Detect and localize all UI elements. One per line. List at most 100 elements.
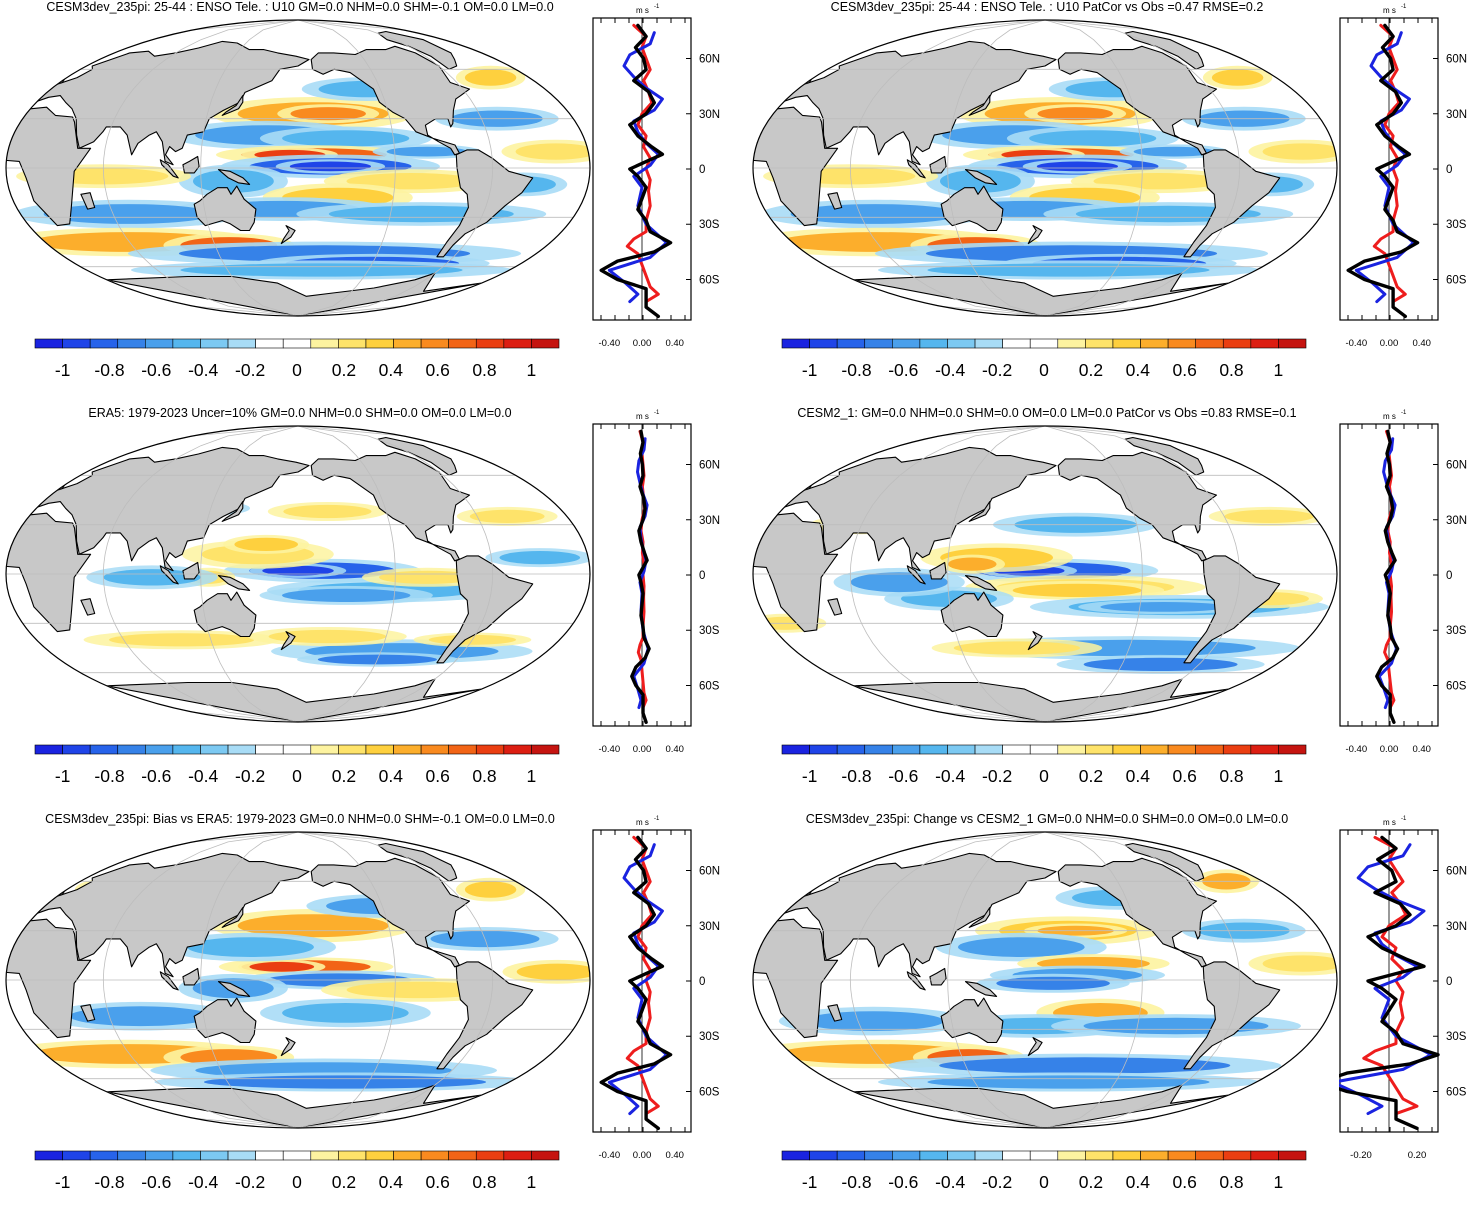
- zonal-line-black: [1375, 429, 1400, 724]
- colorbar-swatch: [892, 1150, 921, 1161]
- colorbar-swatch: [145, 1150, 174, 1161]
- latitude-tick-label: 60S: [699, 1086, 720, 1098]
- zonal-x-tick-label: 0.20: [1408, 1150, 1427, 1161]
- colorbar-swatch: [864, 338, 893, 349]
- anomaly-core: [803, 1011, 944, 1031]
- land-borneo: [182, 155, 200, 174]
- colorbar-swatch: [1278, 744, 1307, 755]
- latitude-tick-label: 60N: [699, 460, 720, 472]
- world-map: [5, 425, 591, 723]
- unit-label: m s: [1383, 6, 1396, 15]
- latitude-tick-label: 30S: [1446, 625, 1467, 637]
- latitude-tick-label: 0: [1446, 976, 1452, 988]
- land-sumatra: [906, 971, 926, 991]
- colorbar-swatch: [864, 1150, 893, 1161]
- land-borneo: [182, 967, 200, 986]
- colorbar-swatch: [503, 744, 532, 755]
- anomaly-core: [282, 588, 411, 602]
- zonal-x-tick-label: 0.00: [633, 338, 652, 349]
- colorbar-swatch: [1167, 1150, 1196, 1161]
- meridian-line: [1044, 832, 1241, 1128]
- unit-exponent: -1: [1401, 816, 1407, 822]
- colorbar-swatch: [62, 744, 91, 755]
- land-eurasia: [761, 40, 1057, 166]
- zonal-mean-plot: m s -1 60N 30N 0 30S 60S -0.40 0.00 0.40: [1339, 4, 1467, 349]
- colorbar-swatch: [365, 744, 394, 755]
- colorbar-tick-label: -0.8: [94, 1172, 124, 1192]
- zonal-line-blue: [1339, 843, 1433, 1116]
- land-nz: [280, 1037, 296, 1057]
- anomaly-core: [289, 161, 371, 172]
- land-sumatra: [906, 159, 926, 179]
- map-border: [752, 425, 1338, 723]
- colorbar-swatch: [781, 1150, 810, 1161]
- land-samerica: [1183, 555, 1281, 664]
- colorbar-swatch: [974, 1150, 1003, 1161]
- zonal-mean-plot: m s -1 60N 30N 0 30S 60S -0.40 0.00 0.40: [592, 4, 720, 349]
- land-japan: [221, 95, 244, 116]
- anomaly-core: [262, 565, 334, 576]
- colorbar-tick-label: -0.6: [888, 766, 918, 786]
- colorbar-swatch: [200, 338, 229, 349]
- latitude-tick-label: 60N: [1446, 866, 1467, 878]
- land-australia: [940, 591, 1004, 638]
- anomaly-core: [464, 881, 517, 898]
- land-madagascar: [80, 1004, 96, 1022]
- land-samerica: [436, 961, 534, 1070]
- colorbar-swatch: [864, 744, 893, 755]
- colorbar-tick-label: -0.8: [841, 766, 871, 786]
- anomaly-core: [346, 981, 493, 999]
- land-antarctica: [853, 678, 1230, 722]
- colorbar-tick-label: -1: [802, 766, 818, 786]
- panel-title: CESM3dev_235pi: Bias vs ERA5: 1979-2023 …: [45, 812, 555, 826]
- colorbar-swatch: [89, 744, 119, 755]
- land-australia: [193, 591, 257, 638]
- map-border: [752, 831, 1338, 1129]
- anomaly-core: [1029, 130, 1157, 147]
- map-panel: CESM3dev_235pi: 25-44 : ENSO Tele. : U10…: [747, 0, 1483, 395]
- colorbar-tick-label: 0.6: [1173, 1172, 1197, 1192]
- land-eurasia: [14, 446, 310, 572]
- zonal-x-tick-label: -0.40: [598, 744, 620, 755]
- land-samerica: [1183, 149, 1281, 258]
- colorbar-tick-label: -1: [802, 360, 818, 380]
- colorbar-tick-label: -0.6: [141, 1172, 171, 1192]
- colorbar-tick-label: 0.8: [1219, 1172, 1243, 1192]
- land-samerica: [436, 149, 534, 258]
- colorbar-tick-label: -0.2: [982, 360, 1012, 380]
- anomaly-core: [187, 937, 314, 957]
- latitude-tick-label: 30N: [1446, 109, 1467, 121]
- colorbar-tick-label: 0.6: [426, 1172, 450, 1192]
- anomaly-core: [268, 629, 387, 644]
- land-newguinea: [964, 169, 998, 185]
- latitude-tick-label: 60S: [1446, 1086, 1467, 1098]
- colorbar-tick-label: 0.4: [379, 1172, 404, 1192]
- meridian-line: [1044, 426, 1241, 722]
- latitude-tick-label: 30N: [699, 921, 720, 933]
- map-panel: CESM3dev_235pi: 25-44 : ENSO Tele. : U10…: [0, 0, 741, 395]
- unit-exponent: -1: [654, 816, 660, 822]
- colorbar-swatch: [89, 1150, 119, 1161]
- zonal-x-tick-label: -0.40: [598, 338, 620, 349]
- zonal-line-black: [1339, 835, 1440, 1130]
- meridian-line: [1044, 20, 1241, 316]
- land-madagascar: [827, 1004, 843, 1022]
- unit-exponent: -1: [654, 410, 660, 416]
- colorbar-swatch: [809, 338, 838, 349]
- latitude-tick-label: 60S: [1446, 680, 1467, 692]
- land-eurasia: [761, 446, 1057, 572]
- anomaly-core: [1036, 161, 1118, 172]
- colorbar-tick-label: 1: [527, 766, 537, 786]
- colorbar-tick-label: 1: [1274, 766, 1284, 786]
- colorbar-swatch: [1222, 744, 1252, 755]
- colorbar-swatch: [34, 1150, 63, 1161]
- colorbar-swatch: [282, 338, 312, 349]
- anomaly-core: [249, 961, 315, 972]
- anomaly-core: [927, 263, 1210, 277]
- latitude-tick-label: 60N: [1446, 54, 1467, 66]
- land-sumatra: [159, 565, 179, 585]
- colorbar-swatch: [1002, 1150, 1031, 1161]
- colorbar-swatch: [1140, 1150, 1169, 1161]
- land-japan: [968, 95, 991, 116]
- latitude-tick-label: 30S: [1446, 219, 1467, 231]
